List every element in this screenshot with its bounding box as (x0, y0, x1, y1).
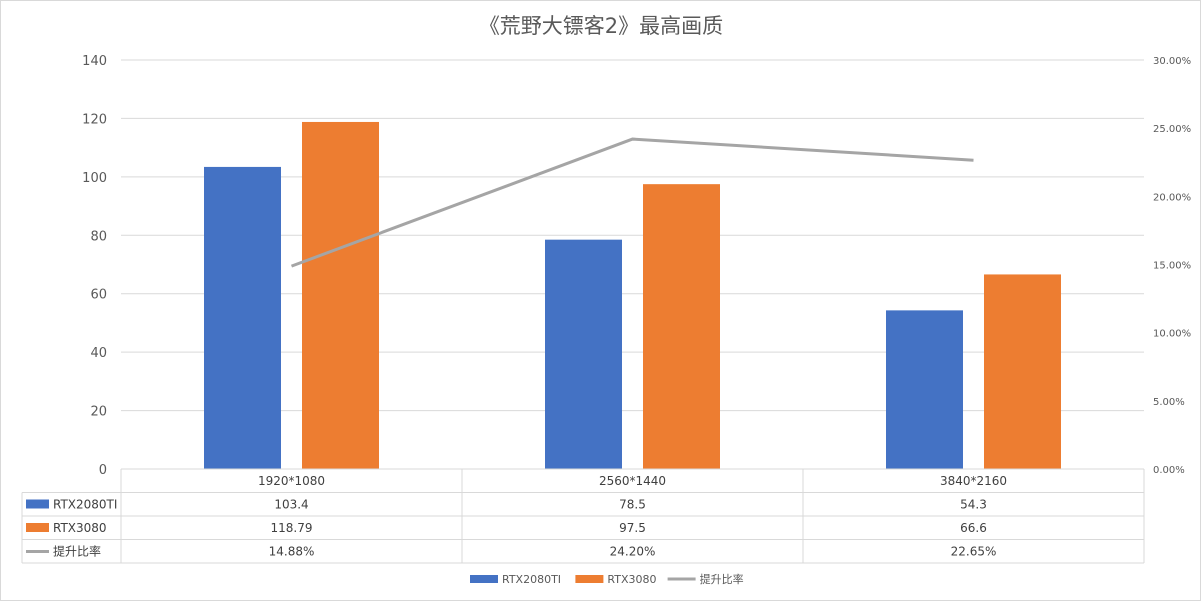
left-tick-label: 140 (82, 54, 107, 69)
category-label: 2560*1440 (599, 474, 666, 488)
category-label: 3840*2160 (940, 474, 1007, 488)
chart-title: 《荒野大镖客2》最高画质 (479, 14, 723, 38)
gridlines (121, 59, 1144, 412)
data-table: 1920*1080 2560*1440 3840*2160 RTX2080TI 103.… (21, 468, 1145, 564)
right-tick-label: 20.00% (1153, 192, 1191, 203)
bar-rtx3080 (302, 121, 379, 469)
right-tick-label: 25.00% (1153, 124, 1191, 135)
data-label: 14.88% (269, 545, 315, 559)
legend-label: RTX3080 (607, 573, 656, 586)
bar-rtx3080 (643, 184, 720, 470)
data-label: 103.4 (274, 498, 308, 512)
left-tick-label: 120 (82, 112, 107, 127)
data-label: 66.6 (960, 521, 987, 535)
left-tick-label: 100 (82, 171, 107, 186)
legend-key (470, 575, 498, 583)
bar-rtx2080ti (886, 310, 963, 469)
table-legend-key (26, 499, 49, 509)
right-tick-label: 5.00% (1153, 397, 1185, 408)
right-tick-label: 10.00% (1153, 329, 1191, 340)
left-tick-label: 40 (90, 346, 107, 361)
bars (204, 121, 1061, 470)
left-tick-label: 60 (90, 288, 107, 303)
ratio-line (290, 137, 974, 268)
bar-rtx2080ti (204, 166, 281, 469)
left-tick-label: 20 (90, 405, 107, 420)
right-tick-label: 15.00% (1153, 261, 1191, 272)
data-label: 78.5 (619, 498, 646, 512)
legend-key (575, 575, 604, 583)
data-label: 54.3 (960, 498, 987, 512)
left-axis-ticks: 0 20 40 60 80 100 120 140 (82, 54, 107, 478)
table-series-name: RTX3080 (53, 521, 107, 535)
right-tick-label: 0.00% (1153, 465, 1185, 476)
data-label: 22.65% (951, 545, 997, 559)
table-legend-key (26, 523, 49, 532)
category-label: 1920*1080 (258, 474, 325, 488)
right-tick-label: 30.00% (1153, 56, 1191, 67)
legend-label: 提升比率 (700, 572, 744, 586)
data-label: 97.5 (619, 521, 646, 535)
line-series-ratio (290, 137, 974, 268)
legend: RTX2080TI RTX3080 提升比率 (470, 572, 744, 586)
legend-label: RTX2080TI (502, 573, 561, 586)
data-label: 118.79 (271, 521, 313, 535)
data-label: 24.20% (610, 545, 656, 559)
left-tick-label: 80 (90, 229, 107, 244)
bar-rtx3080 (984, 274, 1061, 469)
table-series-name: 提升比率 (53, 544, 101, 559)
right-axis-ticks: 0.00% 5.00% 10.00% 15.00% 20.00% 25.00% 30.00% (1153, 56, 1191, 476)
left-tick-label: 0 (99, 463, 107, 478)
table-series-name: RTX2080TI (53, 498, 117, 512)
bar-rtx2080ti (545, 239, 622, 469)
